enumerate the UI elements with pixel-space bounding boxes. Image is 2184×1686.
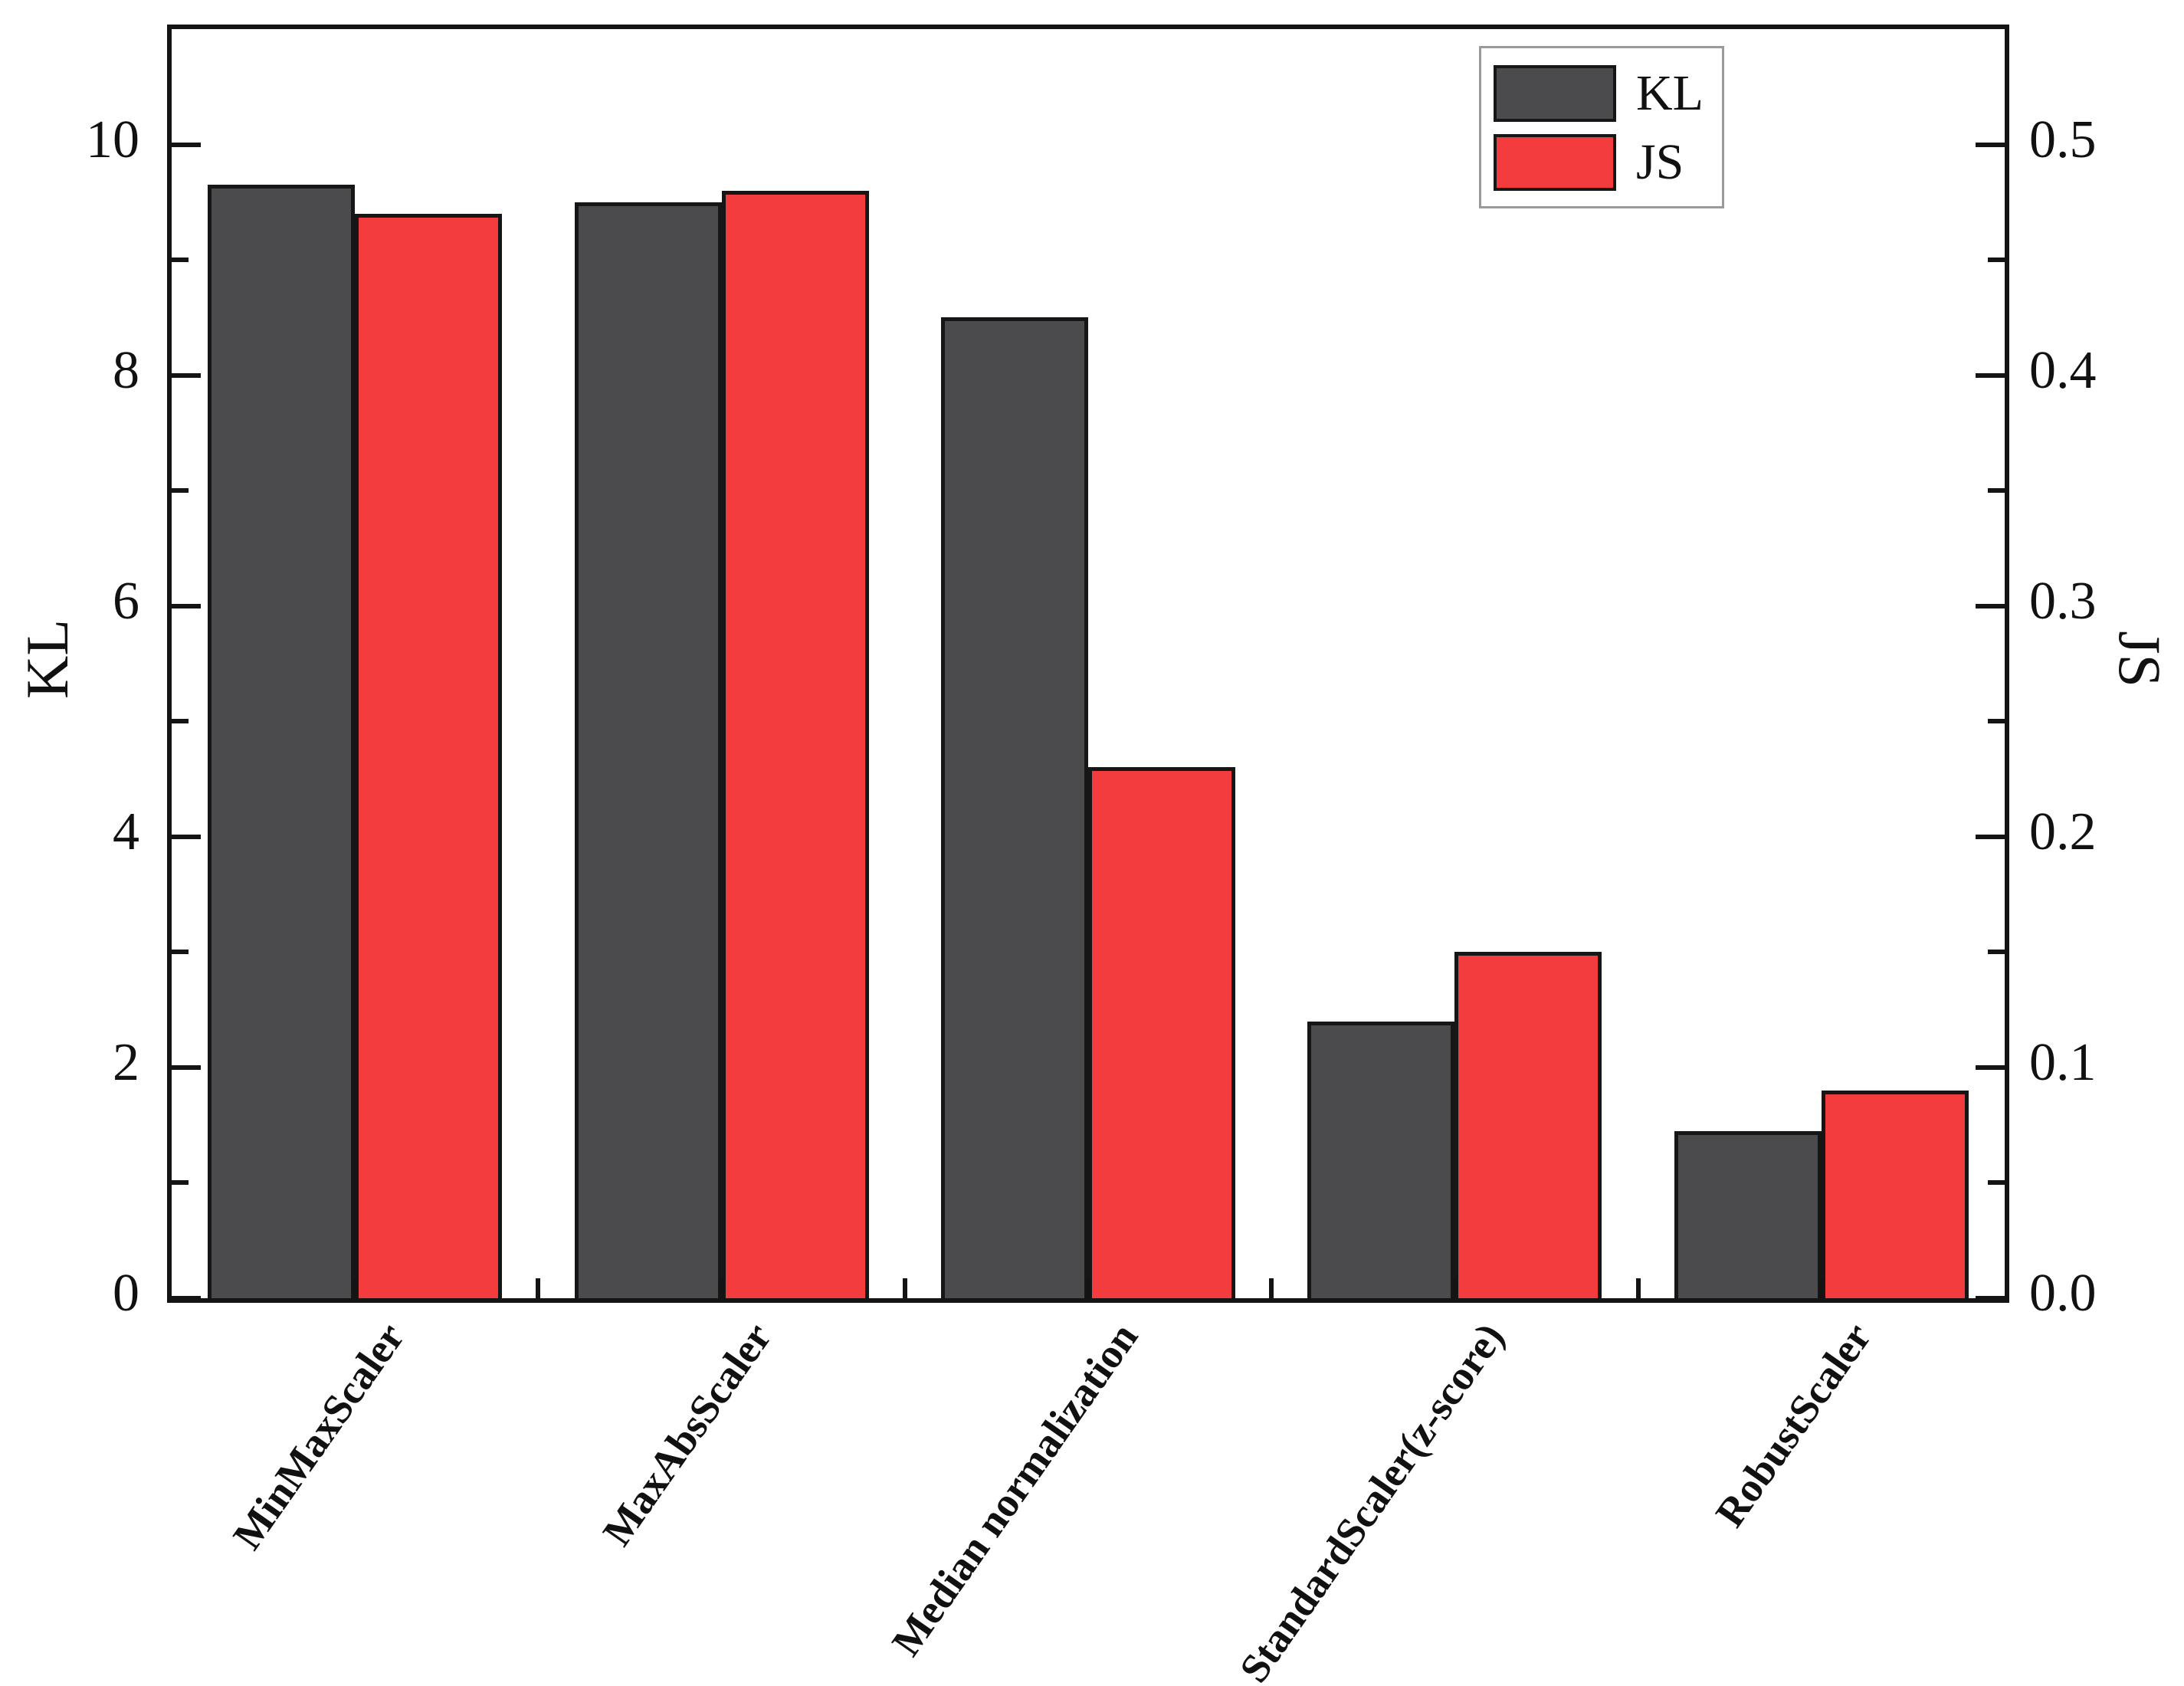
js-bar: [1088, 767, 1235, 1298]
right-axis-title: JS: [2107, 631, 2173, 687]
right-axis-minor-tick: [1988, 950, 2005, 955]
kl-bar: [941, 317, 1088, 1298]
x-category-label: Median normalization: [883, 1314, 1147, 1665]
left-axis-minor-tick: [172, 1180, 189, 1186]
right-axis-major-tick: [1976, 1296, 2005, 1301]
kl-bar: [1307, 1022, 1455, 1298]
right-axis-tick-label: 0.2: [2029, 802, 2097, 861]
x-category-label: MaxAbsScaler: [593, 1314, 780, 1554]
left-axis-major-tick: [172, 142, 201, 147]
left-axis-major-tick: [172, 1064, 201, 1070]
right-axis-tick-label: 0.4: [2029, 340, 2097, 400]
x-axis-boundary-tick: [1635, 1278, 1641, 1298]
right-axis-major-tick: [1976, 142, 2005, 147]
x-axis-center-tick: [353, 1278, 358, 1298]
legend: KL JS: [1479, 46, 1724, 208]
left-axis-major-tick: [172, 372, 201, 378]
legend-row-kl: KL: [1494, 59, 1722, 128]
x-category-label: MinMaxScaler: [224, 1314, 414, 1558]
kl-bar: [1674, 1131, 1822, 1298]
x-axis-boundary-tick: [1269, 1278, 1274, 1298]
js-bar: [1821, 1091, 1969, 1298]
left-axis-minor-tick: [172, 719, 189, 724]
right-axis-major-tick: [1976, 834, 2005, 839]
left-axis-tick-label: 4: [113, 802, 139, 861]
left-axis-minor-tick: [172, 488, 189, 494]
left-axis-minor-tick: [172, 950, 189, 955]
left-axis-minor-tick: [172, 257, 189, 263]
left-axis-tick-label: 0: [113, 1264, 139, 1323]
plot-area: [167, 25, 2009, 1303]
kl-legend-swatch: [1494, 65, 1616, 122]
x-axis-center-tick: [1086, 1278, 1090, 1298]
right-axis-major-tick: [1976, 372, 2005, 378]
right-axis-minor-tick: [1988, 719, 2005, 724]
kl-legend-label: KL: [1636, 65, 1704, 121]
left-axis-title: KL: [14, 619, 80, 699]
right-axis-minor-tick: [1988, 1180, 2005, 1186]
x-axis-center-tick: [719, 1278, 724, 1298]
right-axis-tick-label: 0.3: [2029, 571, 2097, 631]
js-legend-label: JS: [1636, 134, 1684, 190]
left-axis-tick-label: 6: [113, 571, 139, 631]
right-axis-major-tick: [1976, 1064, 2005, 1070]
left-axis-major-tick: [172, 603, 201, 608]
js-bar: [721, 191, 869, 1298]
left-axis-tick-label: 10: [86, 110, 139, 169]
left-axis-tick-label: 2: [113, 1032, 139, 1092]
legend-row-js: JS: [1494, 128, 1722, 197]
right-axis-tick-label: 0.1: [2029, 1032, 2097, 1092]
left-axis-major-tick: [172, 834, 201, 839]
x-category-label: RobustScaler: [1706, 1314, 1881, 1535]
js-legend-swatch: [1494, 134, 1616, 191]
x-category-label: StandardScaler(z-score): [1231, 1314, 1513, 1686]
x-axis-center-tick: [1818, 1278, 1824, 1298]
x-axis-boundary-tick: [902, 1278, 907, 1298]
right-axis-major-tick: [1976, 603, 2005, 608]
kl-bar: [574, 202, 722, 1298]
kl-bar: [208, 185, 356, 1298]
right-axis-minor-tick: [1988, 257, 2005, 263]
x-axis-center-tick: [1452, 1278, 1458, 1298]
left-axis-major-tick: [172, 1296, 201, 1301]
js-bar: [1454, 952, 1602, 1298]
right-axis-tick-label: 0.5: [2029, 110, 2097, 169]
right-axis-minor-tick: [1988, 488, 2005, 494]
left-axis-tick-label: 8: [113, 340, 139, 400]
js-bar: [355, 214, 503, 1298]
x-axis-boundary-tick: [536, 1278, 541, 1298]
right-axis-tick-label: 0.0: [2029, 1264, 2097, 1323]
